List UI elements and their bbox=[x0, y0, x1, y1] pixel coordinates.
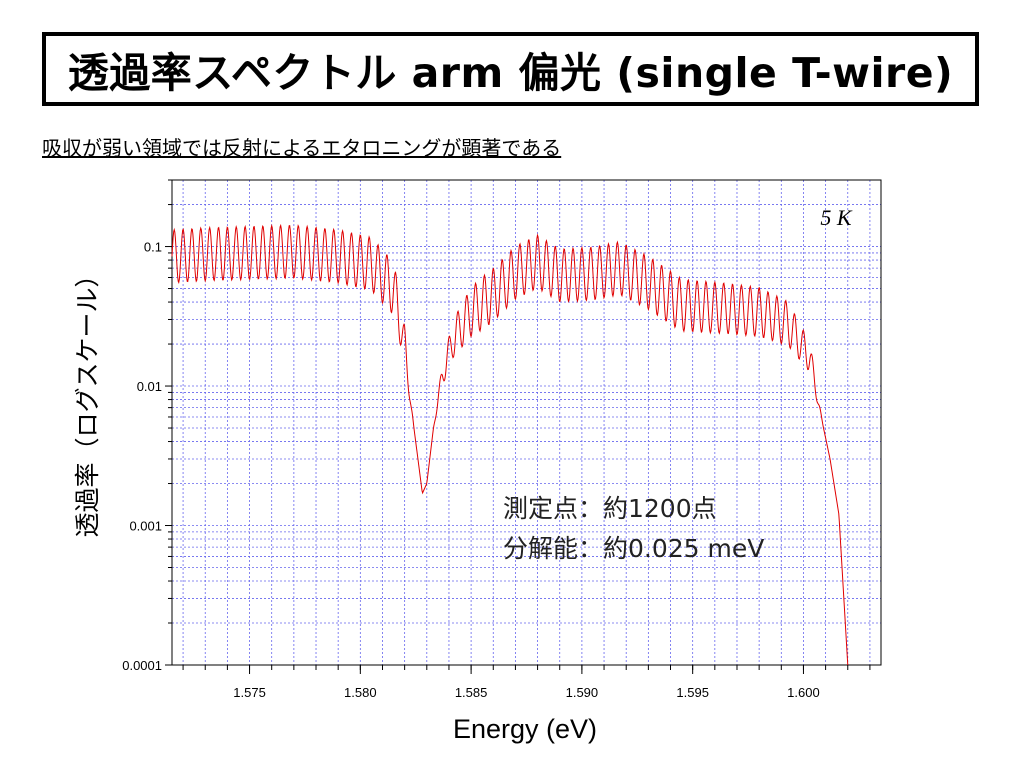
y-tick-label: 0.01 bbox=[137, 379, 162, 394]
x-tick-label: 1.580 bbox=[344, 685, 377, 700]
slide-title: 透過率スペクトル arm 偏光 (single T-wire) bbox=[67, 49, 954, 97]
x-tick-label: 1.595 bbox=[676, 685, 709, 700]
y-axis-label: 透過率（ログスケール） bbox=[73, 262, 102, 537]
y-tick-label: 0.001 bbox=[129, 519, 162, 534]
x-tick-label: 1.590 bbox=[566, 685, 599, 700]
slide-title-box: 透過率スペクトル arm 偏光 (single T-wire) bbox=[42, 32, 979, 106]
transmission-series-line bbox=[171, 223, 849, 666]
measurement-points-label: 測定点：約1200点 bbox=[503, 494, 717, 523]
slide-subtitle: 吸収が弱い領域では反射によるエタロニングが顕著である bbox=[42, 136, 562, 160]
y-tick-label: 0.0001 bbox=[122, 658, 162, 673]
x-tick-label: 1.575 bbox=[233, 685, 266, 700]
plot-frame bbox=[171, 179, 882, 666]
y-tick-label: 0.1 bbox=[144, 240, 162, 255]
temperature-label: 5 K bbox=[820, 205, 853, 230]
resolution-label: 分解能：約0.025 meV bbox=[503, 534, 764, 563]
x-tick-label: 1.585 bbox=[455, 685, 488, 700]
grid-layer bbox=[172, 179, 881, 666]
ticks-layer: 1.575 1.580 1.585 1.590 1.595 1.600 0.1 0.01 0.0… bbox=[122, 179, 871, 700]
x-tick-label: 1.600 bbox=[787, 685, 820, 700]
x-axis-label: Energy (eV) bbox=[453, 714, 597, 744]
